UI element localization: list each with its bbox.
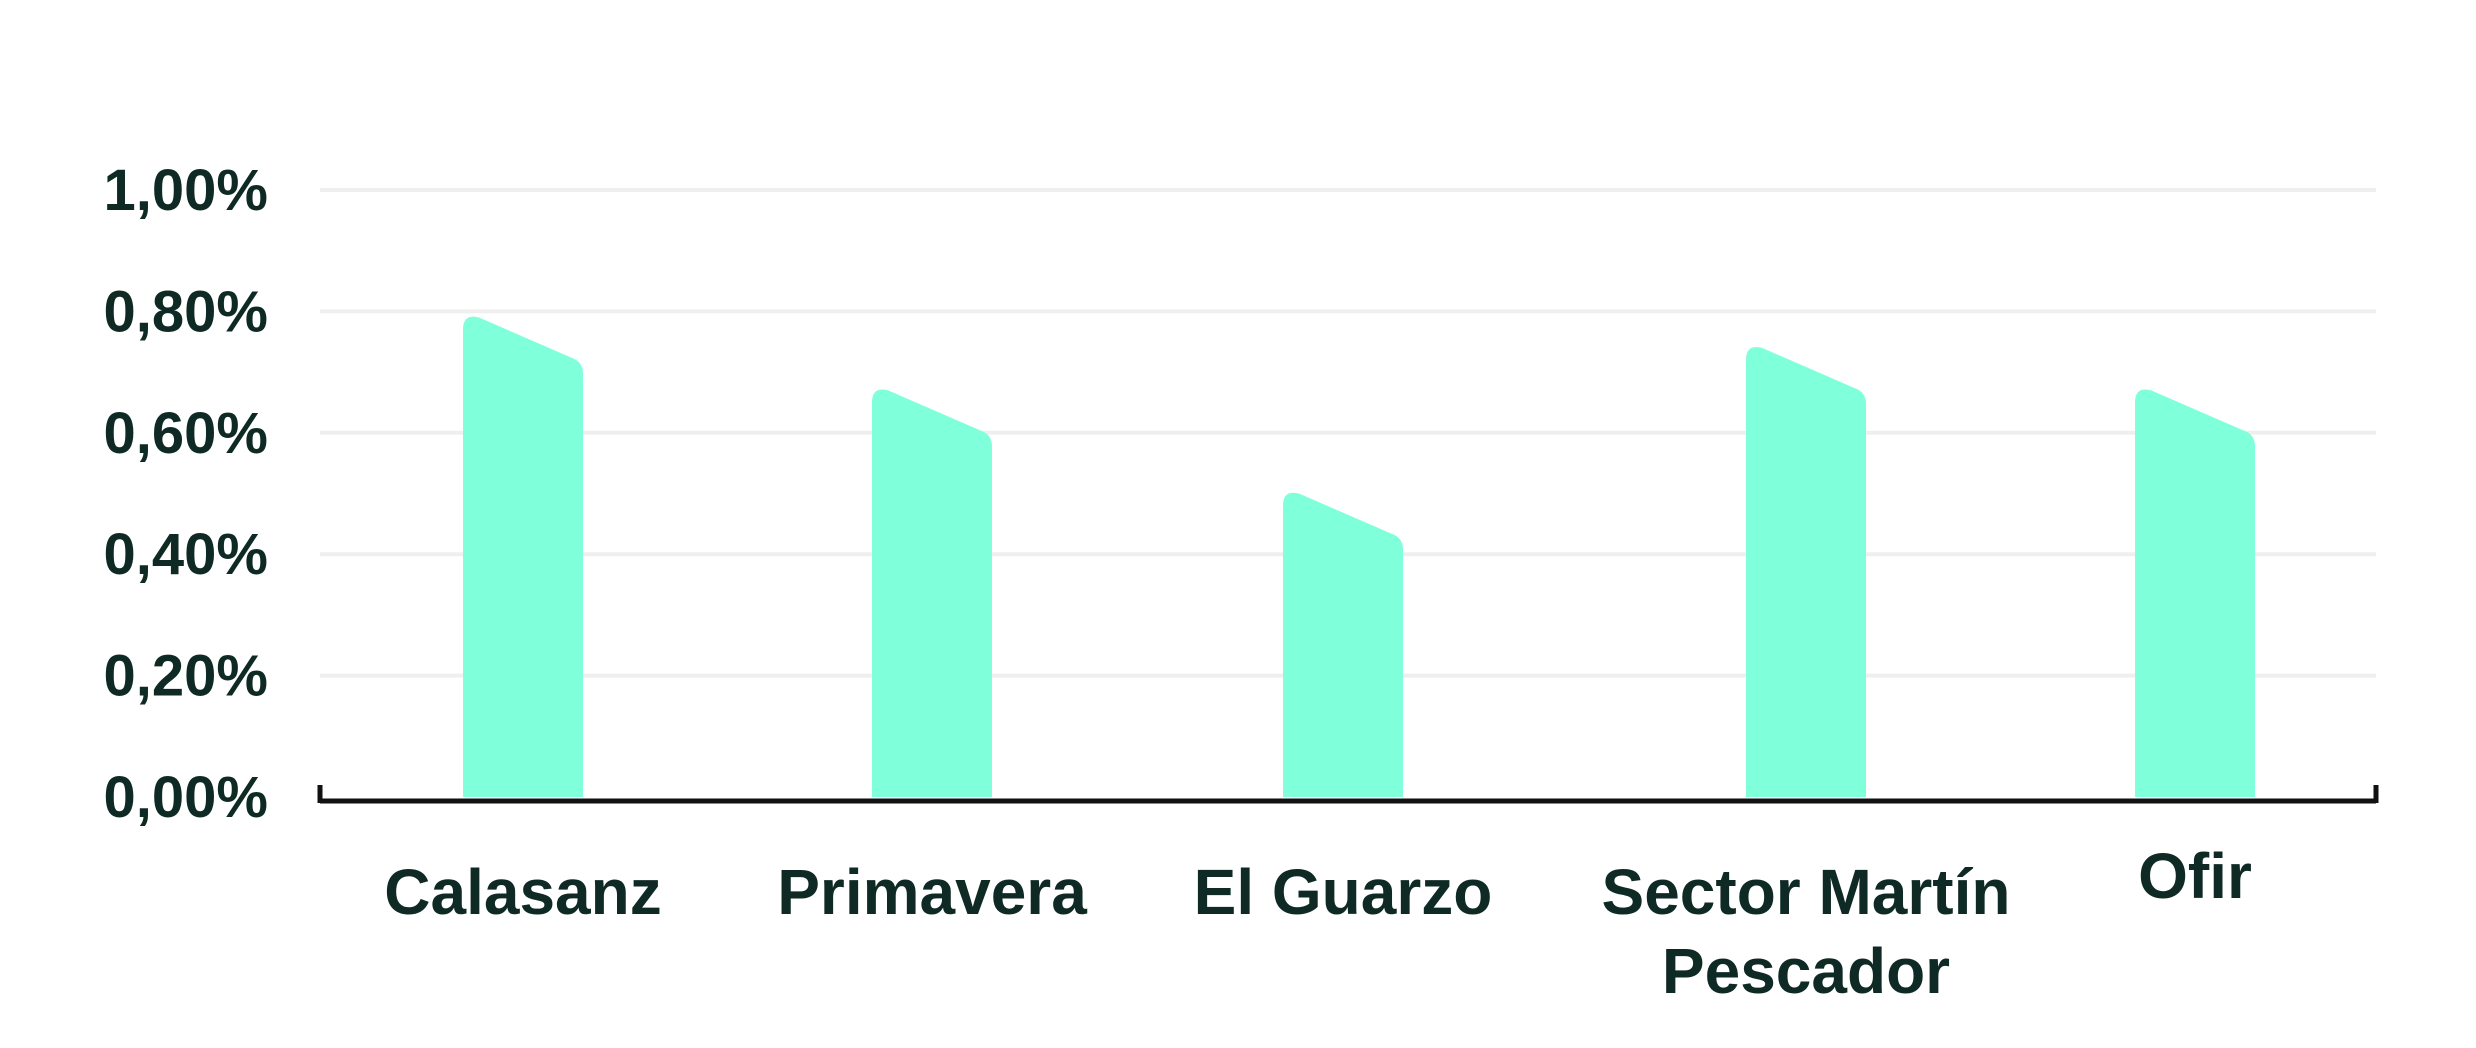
y-tick-label: 0,40%: [104, 522, 268, 587]
y-tick-label: 1,00%: [104, 158, 268, 223]
x-tick-label: Calasanz: [384, 856, 661, 928]
x-axis: [317, 785, 2379, 804]
y-tick-label: 0,60%: [104, 401, 268, 466]
bars: [463, 316, 2255, 797]
y-tick-label: 0,80%: [104, 279, 268, 344]
y-tick-labels: 0,00% 0,20% 0,40% 0,60% 0,80% 1,00%: [104, 158, 268, 830]
y-tick-label: 0,00%: [104, 765, 268, 830]
bar: [2135, 389, 2255, 797]
bar: [1746, 347, 1866, 797]
bar: [872, 389, 992, 797]
x-tick-label: Sector Martín Pescador: [1602, 856, 2011, 1007]
x-tick-label: El Guarzo: [1194, 856, 1493, 928]
x-tick-label: Ofir: [2138, 840, 2252, 912]
bar: [1283, 492, 1403, 797]
bar: [463, 316, 583, 797]
y-tick-label: 0,20%: [104, 644, 268, 709]
x-tick-labels: Calasanz Primavera El Guarzo Sector Martín P…: [384, 840, 2252, 1007]
grid-lines: [320, 188, 2376, 678]
x-tick-label: Primavera: [777, 856, 1087, 928]
